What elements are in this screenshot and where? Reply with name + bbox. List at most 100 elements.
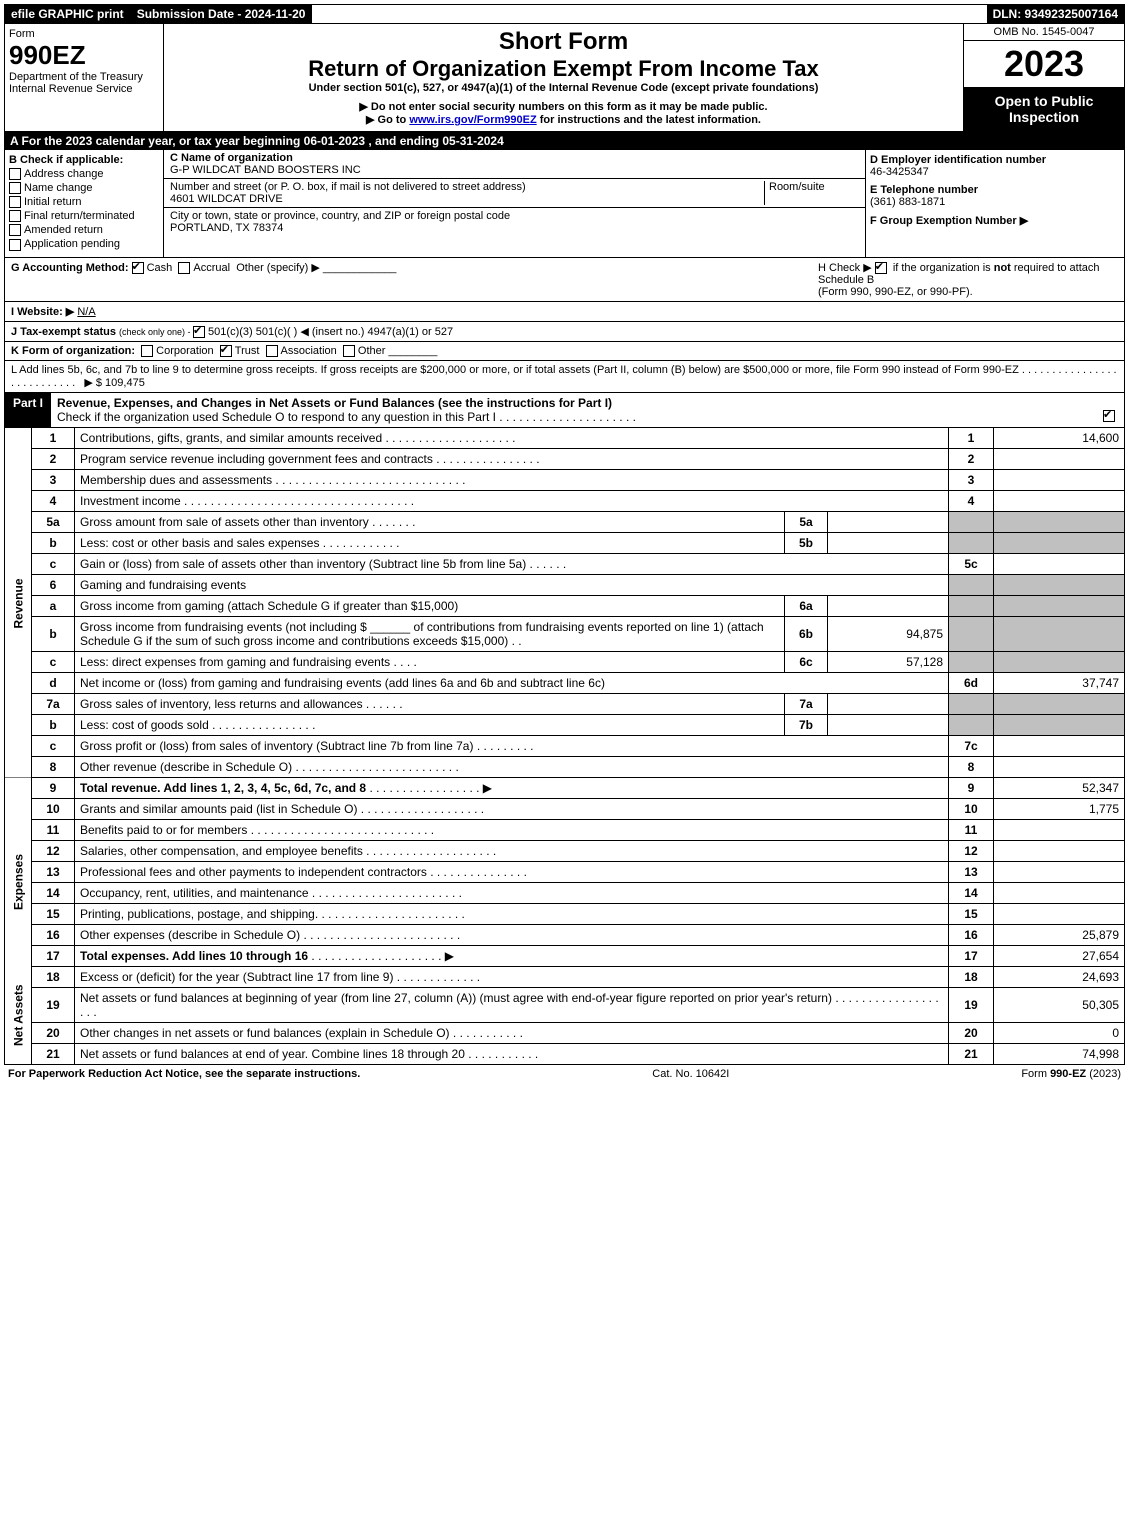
- line-desc: Total expenses. Add lines 10 through 16: [80, 949, 308, 963]
- line-rn: 12: [949, 840, 994, 861]
- line-desc: Contributions, gifts, grants, and simila…: [80, 431, 382, 445]
- chk-cash[interactable]: [132, 262, 144, 274]
- checkbox-icon[interactable]: [9, 239, 21, 251]
- line-rn: 8: [949, 756, 994, 777]
- line-18: Net Assets 18 Excess or (deficit) for th…: [5, 966, 1125, 987]
- top-bar: efile GRAPHIC print Submission Date - 20…: [4, 4, 1125, 24]
- line-subno: 5a: [785, 511, 828, 532]
- line-val: 27,654: [994, 945, 1125, 966]
- shade-cell: [949, 714, 994, 735]
- part-i-label: Part I: [5, 393, 51, 427]
- title-return: Return of Organization Exempt From Incom…: [172, 56, 955, 82]
- street-label: Number and street (or P. O. box, if mail…: [170, 181, 526, 193]
- dln: DLN: 93492325007164: [987, 5, 1124, 23]
- chk-label: Initial return: [24, 196, 81, 208]
- goto-line: ▶ Go to www.irs.gov/Form990EZ for instru…: [172, 113, 955, 126]
- chk-501c3[interactable]: [193, 326, 205, 338]
- line-desc: Gain or (loss) from sale of assets other…: [80, 557, 526, 571]
- line-desc: Total revenue. Add lines 1, 2, 3, 4, 5c,…: [80, 781, 366, 795]
- line-desc: Less: direct expenses from gaming and fu…: [80, 655, 390, 669]
- line-val: 24,693: [994, 966, 1125, 987]
- line-6c: c Less: direct expenses from gaming and …: [5, 651, 1125, 672]
- line-desc: Gross income from gaming (attach Schedul…: [80, 599, 458, 613]
- chk-address-change[interactable]: Address change: [9, 168, 159, 180]
- form-label: Form: [9, 28, 159, 40]
- chk-schedule-o[interactable]: [1103, 410, 1115, 422]
- chk-label: Amended return: [24, 224, 103, 236]
- line-desc: Gaming and fundraising events: [75, 574, 949, 595]
- line-rn: 15: [949, 903, 994, 924]
- checkbox-icon[interactable]: [9, 224, 21, 236]
- efile-print[interactable]: efile GRAPHIC print: [5, 5, 131, 23]
- checkbox-icon[interactable]: [9, 182, 21, 194]
- footer-catno: Cat. No. 10642I: [652, 1068, 729, 1080]
- part-i-checknote: Check if the organization used Schedule …: [57, 410, 496, 424]
- line-rn: 3: [949, 469, 994, 490]
- line-val: [994, 469, 1125, 490]
- i-website: N/A: [77, 306, 95, 318]
- chk-trust[interactable]: [220, 345, 232, 357]
- lineno: 20: [32, 1022, 75, 1043]
- section-k: K Form of organization: Corporation Trus…: [4, 342, 1125, 361]
- open-to-public: Open to Public Inspection: [964, 87, 1124, 131]
- shade-cell: [949, 532, 994, 553]
- line-subno: 6b: [785, 616, 828, 651]
- line-subno: 5b: [785, 532, 828, 553]
- chk-other[interactable]: [343, 345, 355, 357]
- line-rn: 4: [949, 490, 994, 511]
- chk-h[interactable]: [875, 262, 887, 274]
- g-cash: Cash: [147, 262, 173, 274]
- chk-accrual[interactable]: [178, 262, 190, 274]
- chk-label: Name change: [24, 182, 93, 194]
- page-footer: For Paperwork Reduction Act Notice, see …: [4, 1065, 1125, 1083]
- goto-pre: ▶ Go to: [366, 114, 409, 126]
- line-desc: Gross income from fundraising events (no…: [80, 620, 367, 634]
- l-amount: ▶ $ 109,475: [84, 377, 144, 389]
- lineno: d: [32, 672, 75, 693]
- line-6: 6 Gaming and fundraising events: [5, 574, 1125, 595]
- info-grid: B Check if applicable: Address change Na…: [4, 150, 1125, 258]
- room-label: Room/suite: [769, 181, 825, 193]
- lineno: c: [32, 553, 75, 574]
- chk-assoc[interactable]: [266, 345, 278, 357]
- line-desc: Net income or (loss) from gaming and fun…: [80, 676, 605, 690]
- line-rn: 10: [949, 798, 994, 819]
- lineno: 3: [32, 469, 75, 490]
- lineno: 7a: [32, 693, 75, 714]
- line-7b: b Less: cost of goods sold . . . . . . .…: [5, 714, 1125, 735]
- line-subno: 7a: [785, 693, 828, 714]
- chk-corp[interactable]: [141, 345, 153, 357]
- line-val: 0: [994, 1022, 1125, 1043]
- line-val: [994, 840, 1125, 861]
- line-desc: Net assets or fund balances at beginning…: [80, 991, 832, 1005]
- line-desc: Gross profit or (loss) from sales of inv…: [80, 739, 473, 753]
- chk-amended-return[interactable]: Amended return: [9, 224, 159, 236]
- line-9: 9 Total revenue. Add lines 1, 2, 3, 4, 5…: [5, 777, 1125, 798]
- chk-initial-return[interactable]: Initial return: [9, 196, 159, 208]
- line-3: 3 Membership dues and assessments . . . …: [5, 469, 1125, 490]
- shade-cell: [994, 693, 1125, 714]
- chk-final-return[interactable]: Final return/terminated: [9, 210, 159, 222]
- line-subval: 57,128: [828, 651, 949, 672]
- line-rn: 6d: [949, 672, 994, 693]
- chk-application-pending[interactable]: Application pending: [9, 238, 159, 250]
- line-5a: 5a Gross amount from sale of assets othe…: [5, 511, 1125, 532]
- checkbox-icon[interactable]: [9, 168, 21, 180]
- line-val: [994, 490, 1125, 511]
- line-val: [994, 861, 1125, 882]
- line-desc: Professional fees and other payments to …: [80, 865, 427, 879]
- line-val: [994, 553, 1125, 574]
- irs-link[interactable]: www.irs.gov/Form990EZ: [409, 114, 536, 126]
- line-6a: a Gross income from gaming (attach Sched…: [5, 595, 1125, 616]
- checkbox-icon[interactable]: [9, 210, 21, 222]
- chk-name-change[interactable]: Name change: [9, 182, 159, 194]
- line-rn: 9: [949, 777, 994, 798]
- line-desc: Other expenses (describe in Schedule O): [80, 928, 300, 942]
- lineno: 9: [32, 777, 75, 798]
- checkbox-icon[interactable]: [9, 196, 21, 208]
- line-7a: 7a Gross sales of inventory, less return…: [5, 693, 1125, 714]
- j-label: J Tax-exempt status: [11, 326, 116, 338]
- line-2: 2 Program service revenue including gove…: [5, 448, 1125, 469]
- line-rn: 20: [949, 1022, 994, 1043]
- chk-label: Address change: [24, 168, 104, 180]
